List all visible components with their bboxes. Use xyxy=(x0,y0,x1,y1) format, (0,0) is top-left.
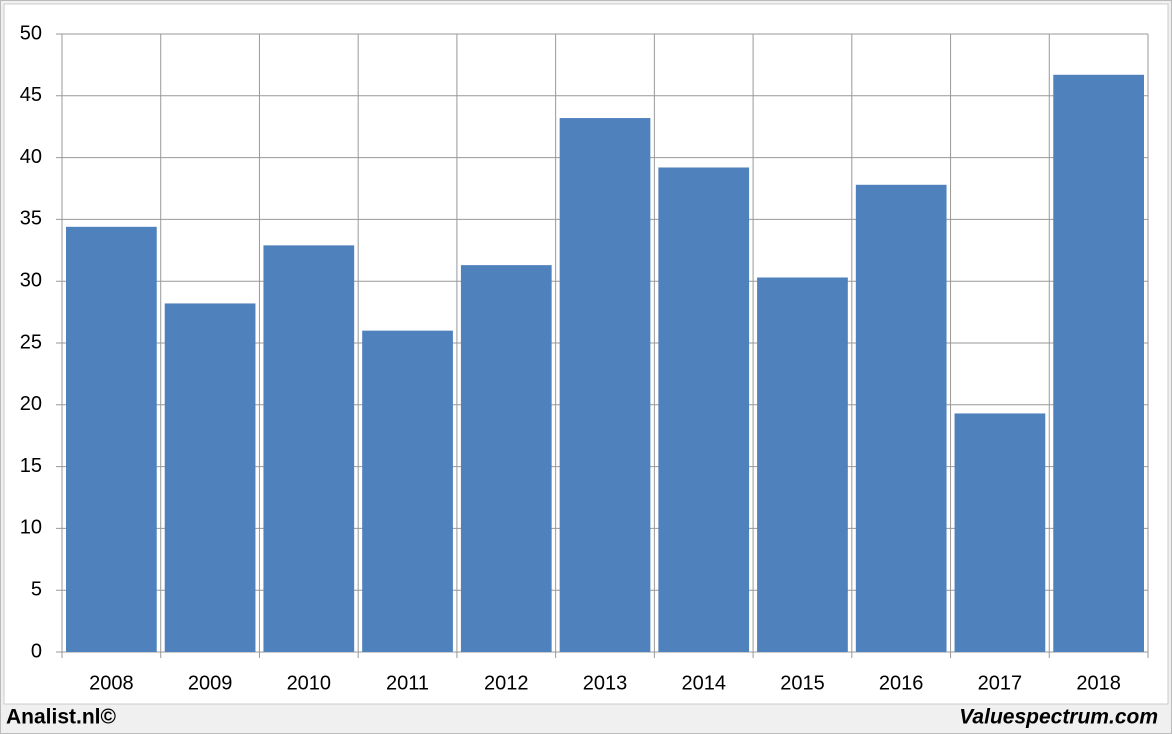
y-tick-label: 40 xyxy=(20,146,42,168)
x-tick-label: 2013 xyxy=(583,672,628,694)
x-tick-label: 2018 xyxy=(1076,672,1121,694)
y-tick-label: 15 xyxy=(20,455,42,477)
footer-left: Analist.nl© xyxy=(6,706,117,729)
bar xyxy=(559,118,651,653)
y-tick-label: 5 xyxy=(31,578,42,600)
bar xyxy=(460,265,552,652)
bar xyxy=(66,226,157,653)
x-tick-label: 2008 xyxy=(89,672,134,694)
y-tick-label: 35 xyxy=(20,208,42,230)
y-tick-label: 50 xyxy=(20,22,42,44)
bar xyxy=(1053,74,1144,652)
x-tick-label: 2009 xyxy=(188,672,233,694)
bar xyxy=(263,245,355,652)
bar xyxy=(164,303,256,652)
bar xyxy=(954,413,1046,652)
bar xyxy=(757,277,848,652)
x-tick-label: 2012 xyxy=(484,672,529,694)
x-tick-label: 2014 xyxy=(681,672,726,694)
y-tick-label: 20 xyxy=(20,393,42,415)
y-tick-label: 45 xyxy=(20,84,42,106)
x-tick-label: 2016 xyxy=(879,672,924,694)
y-tick-label: 25 xyxy=(20,331,42,353)
y-tick-label: 10 xyxy=(20,517,42,539)
bar xyxy=(362,330,453,652)
y-tick-label: 30 xyxy=(20,269,42,291)
bar xyxy=(855,184,947,653)
x-tick-label: 2010 xyxy=(287,672,332,694)
y-tick-label: 0 xyxy=(31,640,42,662)
footer-right: Valuespectrum.com xyxy=(959,706,1158,729)
x-tick-label: 2011 xyxy=(386,672,429,694)
bar xyxy=(658,167,750,652)
x-tick-label: 2017 xyxy=(978,672,1023,694)
x-tick-label: 2015 xyxy=(780,672,825,694)
